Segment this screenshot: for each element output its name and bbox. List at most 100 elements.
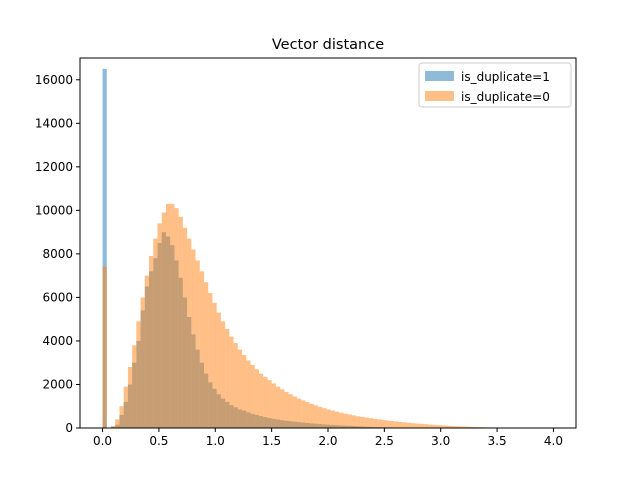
histogram-bar [339,413,343,428]
histogram-bar [238,350,242,428]
histogram-bar [115,419,119,428]
histogram-bar [128,367,132,428]
histogram-bar [196,260,200,428]
histogram-bar [234,343,238,428]
histogram-bar [369,418,373,428]
histogram-bar [424,424,428,428]
histogram-bar [124,387,128,428]
histogram-bar [217,313,221,428]
histogram-bar [280,389,284,428]
histogram-bar [179,217,183,428]
y-tick-label: 12000 [35,160,73,174]
histogram-bar [276,387,280,428]
histogram-bar [136,321,140,428]
y-tick-label: 14000 [35,116,73,130]
x-tick-label: 1.5 [262,434,281,448]
histogram-bar [310,404,314,428]
histogram-bar [272,383,276,428]
histogram-bar [428,425,432,428]
histogram-bar [344,414,348,428]
histogram-bar [225,329,229,428]
histogram-bar [263,377,267,428]
histogram-bar [132,345,136,428]
x-tick-label: 2.0 [318,434,337,448]
legend-swatch [425,71,454,81]
histogram-bar [255,369,259,428]
histogram-bar [221,321,225,428]
legend-label: is_duplicate=1 [461,70,550,84]
histogram-bar [259,374,263,428]
y-tick-label: 10000 [35,203,73,217]
histogram-bar [335,412,339,428]
y-tick-label: 0 [65,421,73,435]
histogram-bar [267,380,271,428]
histogram-bar [170,204,174,428]
histogram-bar [141,297,145,428]
histogram-bar [158,223,162,428]
histogram-bar [187,239,191,428]
histogram-bar [229,337,233,428]
histogram-bar [284,392,288,428]
histogram-bar [149,256,153,428]
histogram-bar [301,400,305,428]
histogram-bar [119,406,123,428]
y-tick-label: 16000 [35,73,73,87]
histogram-bar [411,423,415,428]
histogram-bar [293,396,297,428]
histogram-bar [386,420,390,428]
histogram-bar [403,422,407,428]
histogram-bar [360,417,364,428]
x-tick-label: 1.0 [206,434,225,448]
histogram-bar [390,421,394,428]
histogram-bar [420,424,424,428]
y-tick-label: 6000 [42,290,73,304]
legend: is_duplicate=1 is_duplicate=0 [419,63,571,107]
legend-swatch [425,91,454,101]
histogram-bar [289,394,293,428]
legend-label: is_duplicate=0 [461,90,550,104]
histogram-bar [382,420,386,428]
x-tick-label: 2.5 [375,434,394,448]
histogram-bar [183,228,187,428]
histogram-bar [318,407,322,428]
histogram-bar [251,365,255,428]
histogram-bar [415,424,419,428]
histogram-bar [377,419,381,428]
histogram-bar [305,402,309,428]
histogram-bar [394,421,398,428]
x-tick-label: 0.0 [93,434,112,448]
histogram-bar [348,415,352,428]
histogram-bar [166,204,170,428]
histogram-bar [242,355,246,428]
histogram-bar [314,405,318,428]
histogram-bar [246,361,250,428]
x-tick-label: 3.0 [431,434,450,448]
x-tick-label: 3.5 [488,434,507,448]
chart-title: Vector distance [272,37,384,53]
histogram-bar [162,213,166,428]
histogram-bar [145,276,149,428]
histogram-bar [191,250,195,428]
histogram-bar [398,422,402,428]
x-tick-label: 0.5 [149,434,168,448]
histogram-bar [297,399,301,428]
histogram-bar [322,408,326,428]
y-tick-label: 8000 [42,247,73,261]
y-tick-label: 4000 [42,334,73,348]
histogram-bar [407,423,411,428]
histogram-bar [208,293,212,428]
histogram-bar [327,410,331,429]
histogram-bar [212,303,216,428]
histogram-bar [200,271,204,428]
histogram-bar [373,419,377,428]
x-tick-label: 4.0 [544,434,563,448]
histogram-bar [365,418,369,428]
histogram-bar [356,416,360,428]
histogram-bar [103,267,107,428]
y-tick-label: 2000 [42,377,73,391]
histogram-bar [352,415,356,428]
histogram-bar [331,411,335,428]
histogram-bar [153,239,157,428]
